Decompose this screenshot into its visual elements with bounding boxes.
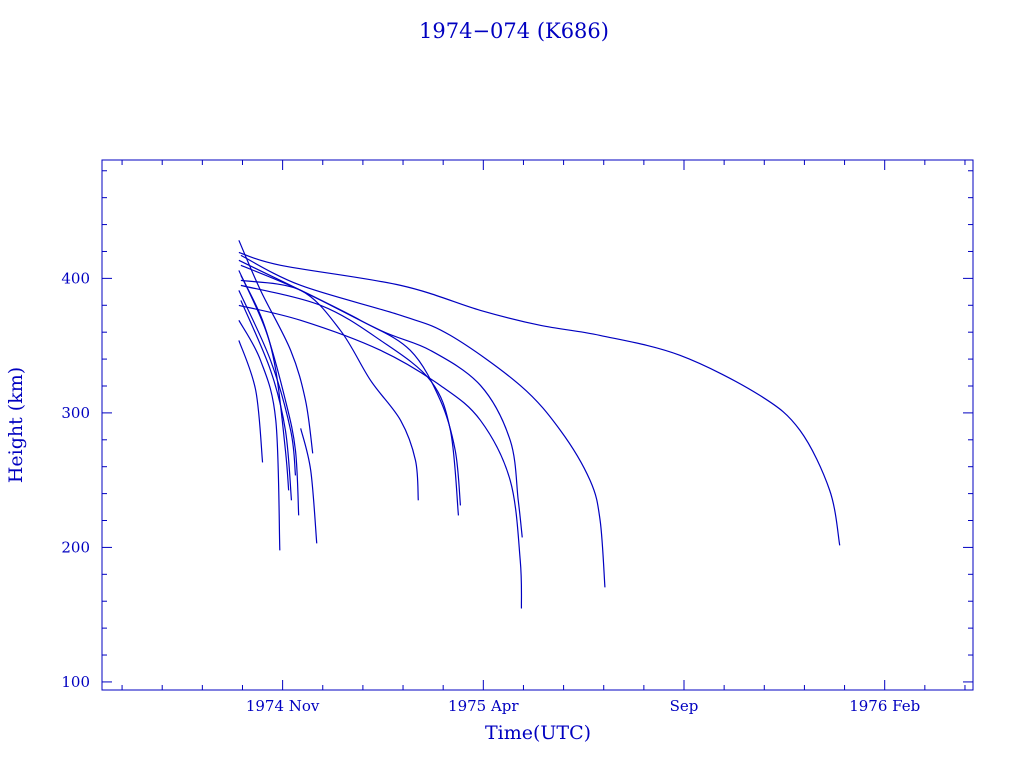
series-lines bbox=[238, 240, 841, 609]
series-line-decay-15 bbox=[240, 275, 290, 491]
series-line-decay-12 bbox=[300, 428, 318, 544]
y-tick-label: 300 bbox=[61, 404, 90, 422]
axis-ticks: 1974 Nov 1975 Apr Sep 1976 Feb 100 200 300 400 bbox=[61, 160, 973, 715]
series-line-decay-6 bbox=[240, 284, 460, 516]
x-tick-label: Sep bbox=[670, 697, 699, 715]
series-line-decay-14 bbox=[238, 290, 297, 476]
y-tick-label: 100 bbox=[61, 673, 90, 691]
series-line-decay-9 bbox=[238, 320, 281, 551]
y-tick-label: 200 bbox=[61, 538, 90, 556]
x-tick-label: 1976 Feb bbox=[849, 697, 920, 715]
y-tick-label: 400 bbox=[61, 269, 90, 287]
x-tick-label: 1974 Nov bbox=[246, 697, 320, 715]
x-axis-label: Time(UTC) bbox=[485, 722, 591, 744]
series-line-decay-1 bbox=[238, 251, 841, 546]
series-line-decay-11 bbox=[238, 270, 300, 516]
series-line-decay-7 bbox=[240, 279, 419, 501]
y-axis-label: Height (km) bbox=[5, 367, 27, 483]
series-line-decay-4 bbox=[238, 304, 523, 609]
series-line-decay-10 bbox=[238, 340, 264, 463]
series-line-decay-8 bbox=[238, 240, 314, 454]
series-line-decay-5 bbox=[238, 259, 462, 506]
chart-title: 1974−074 (K686) bbox=[419, 19, 609, 43]
x-tick-label: 1975 Apr bbox=[448, 697, 519, 715]
plot-frame bbox=[101, 159, 974, 691]
series-line-decay-2 bbox=[240, 254, 606, 588]
